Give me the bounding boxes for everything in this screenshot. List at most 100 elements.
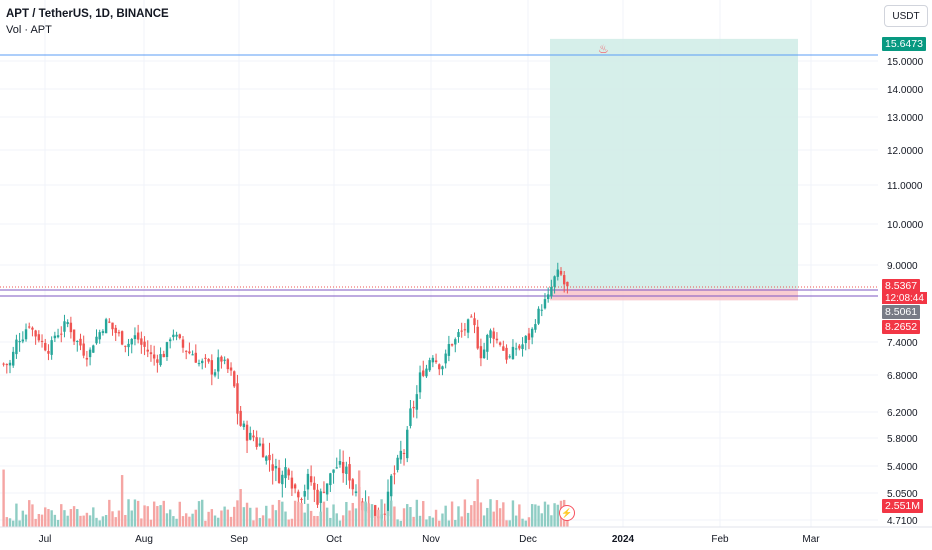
volume-bar xyxy=(213,515,217,527)
y-tick-label: 9.0000 xyxy=(887,261,918,272)
volume-bar xyxy=(88,515,92,527)
candle-body xyxy=(165,342,169,358)
candle-body xyxy=(88,349,92,358)
candle-body xyxy=(162,353,165,358)
candle-body xyxy=(322,491,326,493)
candle-body xyxy=(271,464,274,471)
volume-bar xyxy=(309,510,313,527)
candle-body xyxy=(527,333,531,340)
volume-bar xyxy=(271,504,274,527)
y-tick-label: 5.4000 xyxy=(887,462,918,473)
candle-body xyxy=(226,359,230,370)
volume-bar xyxy=(108,499,111,527)
volume-bar xyxy=(21,510,25,527)
candle-body xyxy=(390,475,393,497)
volume-bar xyxy=(418,515,422,527)
candle-body xyxy=(550,287,553,297)
y-tick-label: 5.8000 xyxy=(887,434,918,445)
volume-bar xyxy=(332,504,335,527)
volume-bar xyxy=(226,509,230,527)
volume-bar xyxy=(95,517,98,527)
candle-body xyxy=(406,429,409,459)
candle-body xyxy=(239,410,242,426)
profit-zone xyxy=(550,38,798,289)
candle-body xyxy=(223,359,226,361)
volume-bar xyxy=(98,520,101,527)
volume-bar xyxy=(287,519,290,527)
candle-body xyxy=(50,340,53,355)
volume-bar xyxy=(79,515,82,527)
currency-button[interactable]: USDT xyxy=(884,5,928,27)
volume-bar xyxy=(258,517,262,527)
y-tick-label: 14.0000 xyxy=(887,85,924,96)
candle-body xyxy=(492,331,495,339)
volume-bar xyxy=(159,505,162,527)
x-tick-label: Aug xyxy=(135,534,153,545)
volume-bar xyxy=(431,517,435,527)
candle-body xyxy=(213,372,217,376)
candle-body xyxy=(53,335,57,339)
y-tick-label: 7.4000 xyxy=(887,338,918,349)
volume-bar xyxy=(450,501,454,527)
candle-body xyxy=(92,345,95,353)
volume-bar xyxy=(412,516,415,527)
volume-bar xyxy=(524,520,527,527)
volume-bar xyxy=(31,504,34,527)
volume-bar xyxy=(140,518,143,527)
candle-body xyxy=(537,308,540,324)
volume-bar xyxy=(476,479,479,527)
volume-bar xyxy=(422,501,425,527)
candle-body xyxy=(274,465,278,469)
candle-body xyxy=(220,356,223,362)
candle-body xyxy=(466,319,470,333)
candle-body xyxy=(396,457,399,470)
volume-bar xyxy=(53,514,57,527)
volume-bar xyxy=(204,520,207,527)
candle-body xyxy=(194,352,198,363)
volume-bar xyxy=(40,514,44,527)
candle-body xyxy=(495,338,499,341)
volume-bar xyxy=(85,512,89,527)
volume-bar xyxy=(530,504,534,527)
candle-body xyxy=(338,461,342,465)
volume-bar xyxy=(76,509,79,527)
volume-bar xyxy=(460,516,463,527)
x-tick-label: Dec xyxy=(519,534,537,545)
candle-body xyxy=(197,363,201,365)
volume-bar xyxy=(72,506,76,527)
candle-body xyxy=(463,329,467,331)
candle-body xyxy=(12,351,15,366)
x-tick-label: Nov xyxy=(422,534,440,545)
fire-icon: ♨ xyxy=(598,42,609,56)
volume-bar xyxy=(566,518,569,527)
volume-bar xyxy=(338,520,342,527)
candle-body xyxy=(277,467,281,483)
candle-body xyxy=(348,464,351,481)
candle-body xyxy=(482,349,486,358)
candle-body xyxy=(69,322,73,333)
candle-body xyxy=(444,353,447,364)
lightning-icon[interactable]: ⚡ xyxy=(559,505,575,521)
volume-bar xyxy=(457,506,460,527)
volume-bar xyxy=(514,515,518,527)
candle-body xyxy=(249,432,252,440)
candle-body xyxy=(24,329,28,340)
candle-body xyxy=(120,331,124,345)
candle-body xyxy=(111,322,114,330)
chart-title: APT / TetherUS, 1D, BINANCE xyxy=(6,8,169,20)
volume-bar xyxy=(402,508,406,527)
volume-bar xyxy=(470,505,473,527)
candle-body xyxy=(28,326,31,328)
volume-bar xyxy=(306,503,310,527)
candle-body xyxy=(108,321,111,323)
volume-bar xyxy=(28,500,31,527)
volume-indicator-label[interactable]: Vol · APT xyxy=(6,24,52,36)
volume-bar xyxy=(60,504,63,527)
candle-body xyxy=(85,357,89,360)
y-tick-label: 12.0000 xyxy=(887,146,924,157)
volume-bar xyxy=(399,520,403,527)
volume-bar xyxy=(508,520,511,527)
volume-bar xyxy=(2,469,5,527)
candle-body xyxy=(566,281,569,287)
